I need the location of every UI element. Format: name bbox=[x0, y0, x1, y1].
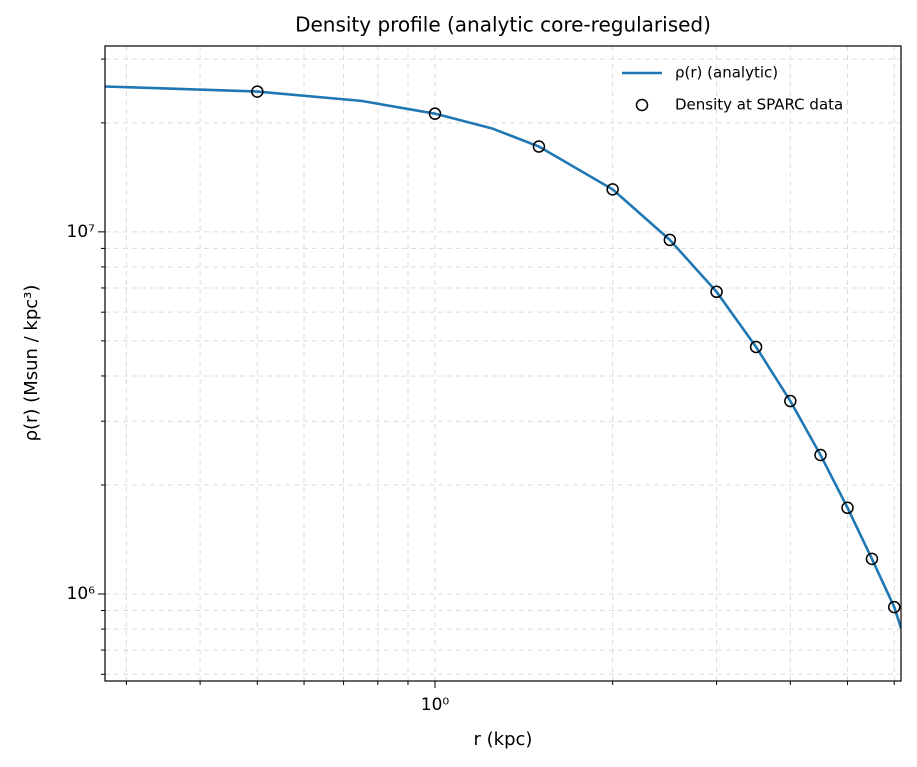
density-curve bbox=[105, 85, 901, 629]
x-tick-label: 10⁰ bbox=[421, 695, 450, 715]
data-point bbox=[428, 107, 442, 120]
data-point bbox=[532, 140, 546, 153]
legend-label: Density at SPARC data bbox=[675, 96, 843, 114]
data-point bbox=[710, 285, 723, 299]
data-point bbox=[841, 501, 854, 515]
data-point bbox=[749, 340, 763, 354]
data-point bbox=[865, 552, 879, 566]
legend-label: ρ(r) (analytic) bbox=[675, 64, 778, 82]
chart-title: Density profile (analytic core-regularis… bbox=[295, 13, 711, 37]
y-tick-label: 10⁶ bbox=[67, 584, 96, 604]
data-point bbox=[888, 600, 901, 614]
x-axis-label: r (kpc) bbox=[474, 729, 533, 750]
data-point bbox=[814, 448, 827, 462]
data-point bbox=[606, 183, 619, 196]
data-point bbox=[251, 85, 264, 98]
data-point bbox=[663, 233, 677, 247]
legend-swatch bbox=[635, 98, 649, 112]
y-axis-label: ρ(r) (Msun / kpc³) bbox=[21, 285, 42, 442]
data-point bbox=[784, 394, 797, 408]
plot-frame bbox=[104, 45, 902, 682]
y-tick-label: 10⁷ bbox=[67, 222, 96, 242]
